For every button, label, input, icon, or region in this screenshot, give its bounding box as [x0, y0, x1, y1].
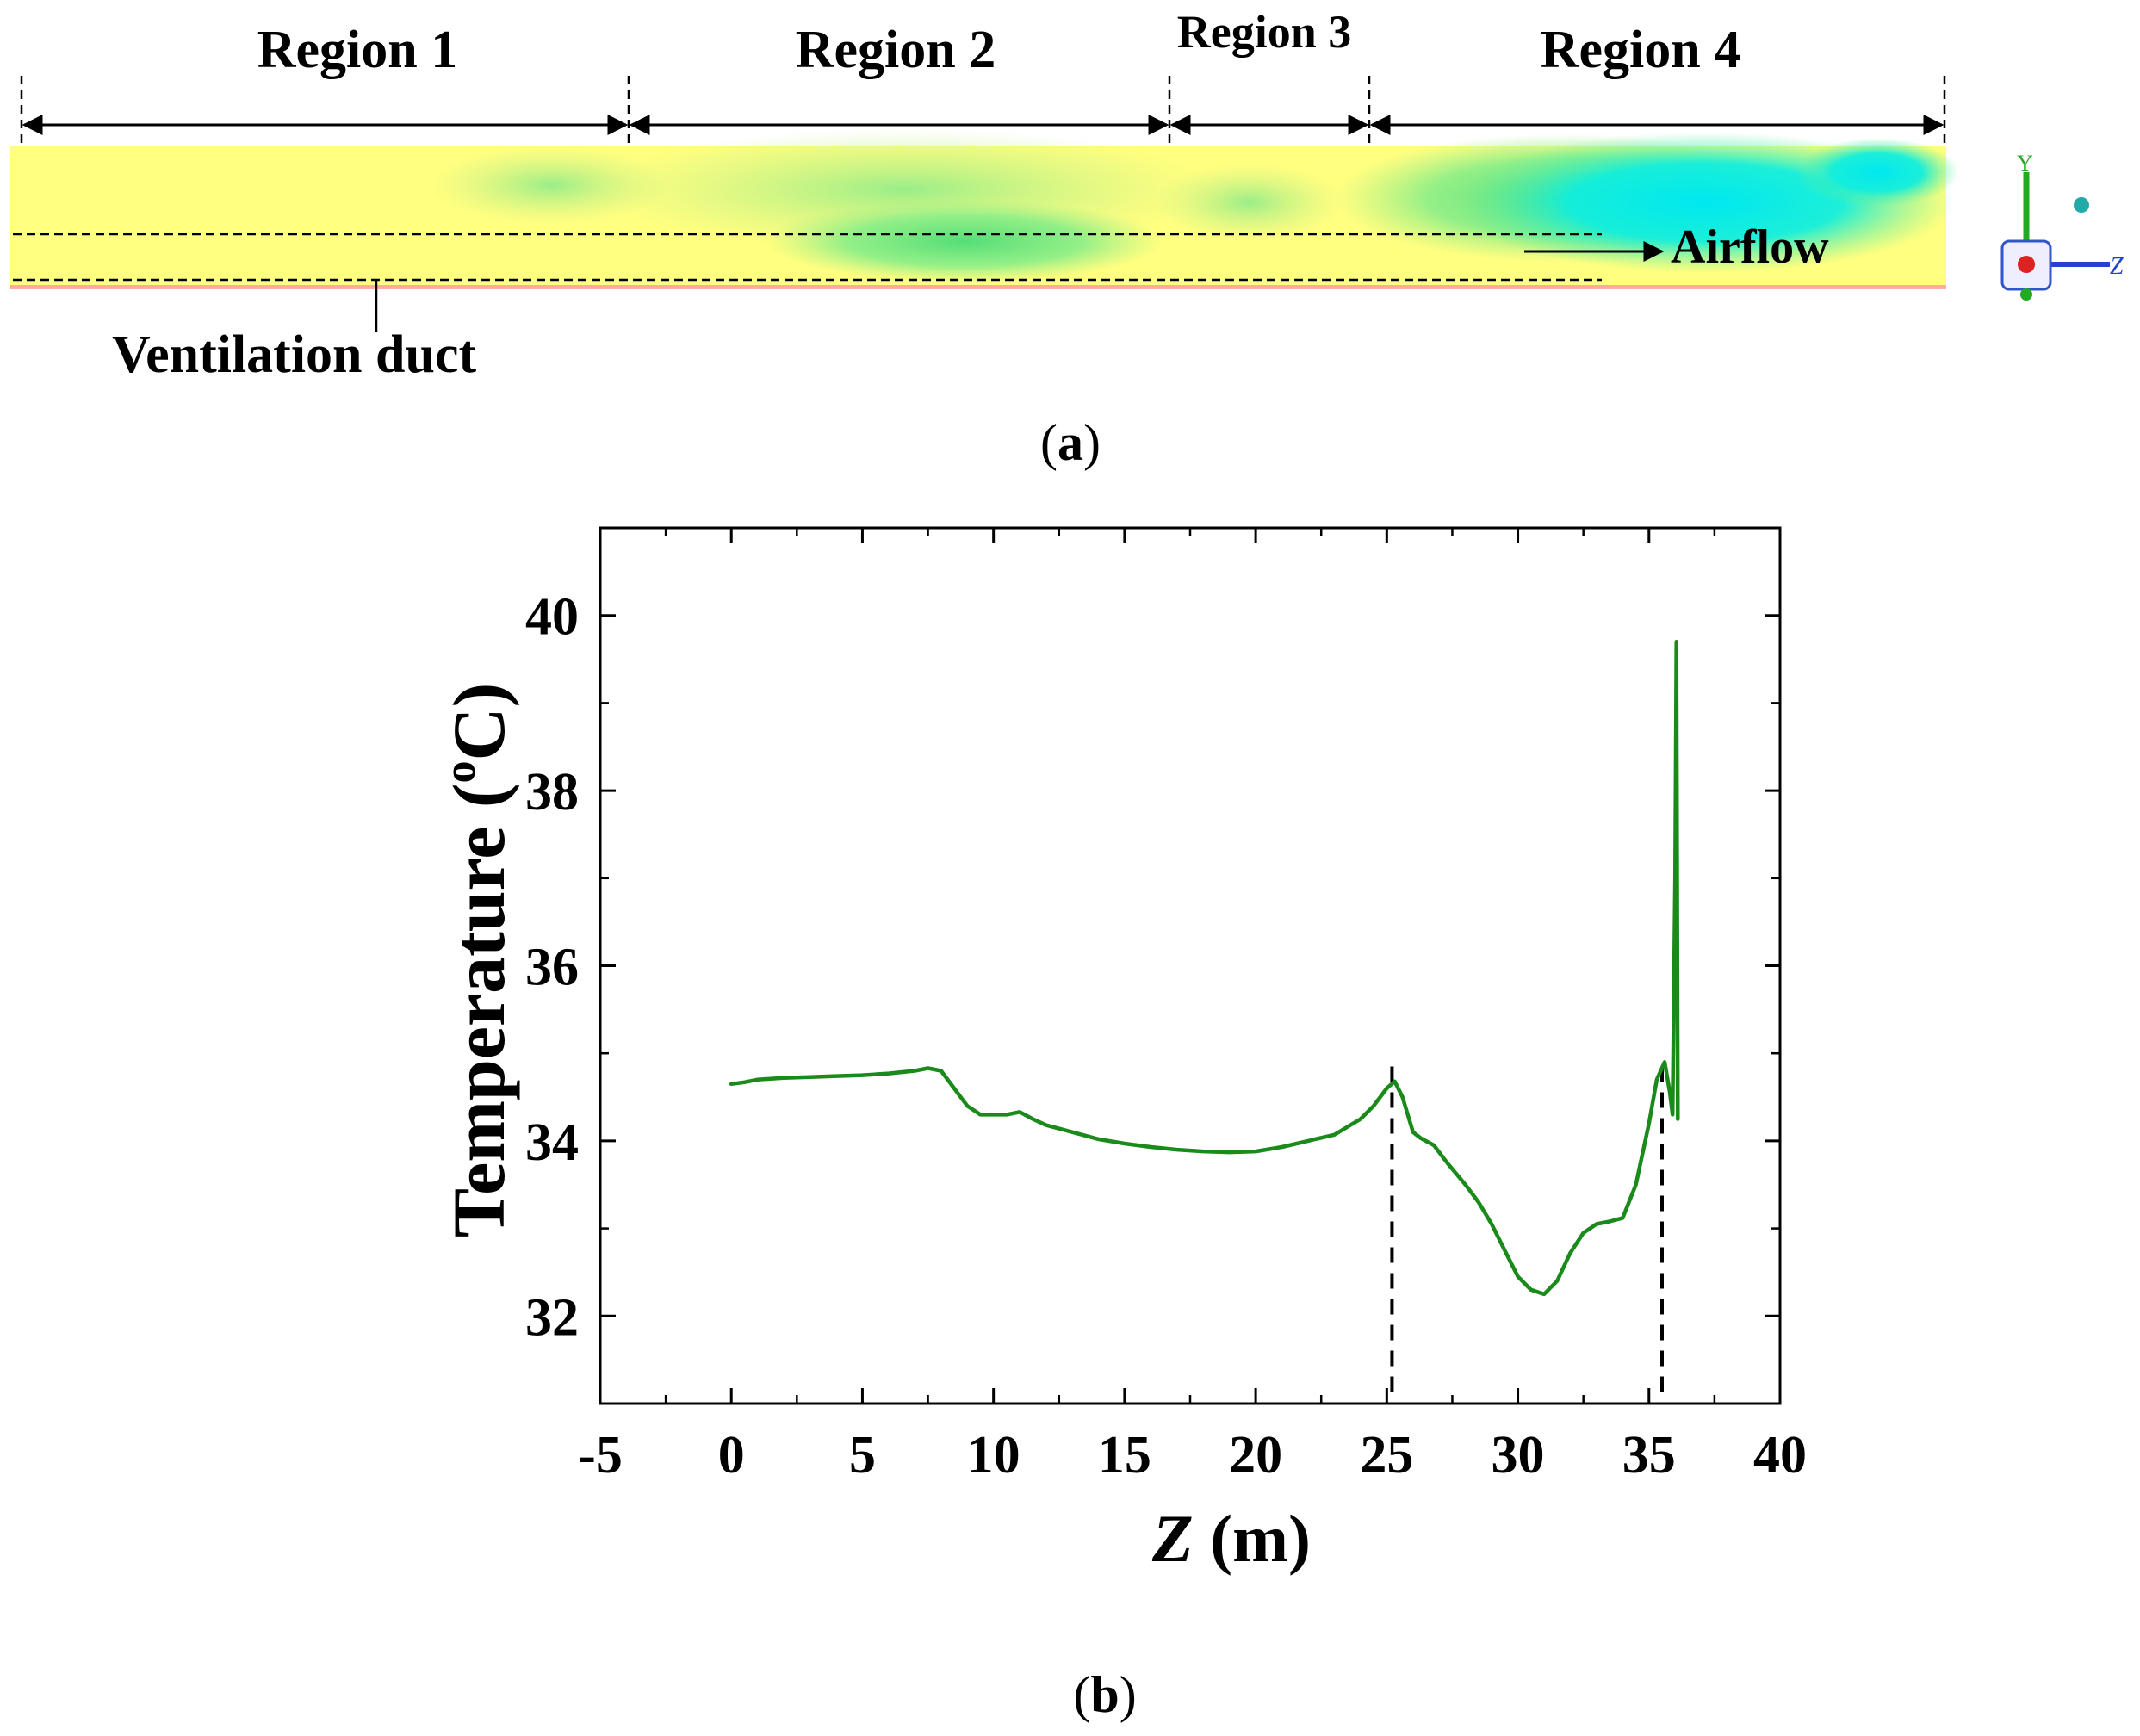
contour-blob-region4-right — [1796, 138, 1959, 207]
y-tick-label: 36 — [525, 939, 579, 997]
x-tick-label: 25 — [1360, 1426, 1413, 1485]
ventilation-duct-lines — [13, 232, 1602, 282]
y-tick-label: 38 — [525, 763, 579, 822]
x-axis-label: Z (m) — [1151, 1501, 1311, 1576]
duct-label: Ventilation duct — [112, 326, 477, 384]
x-tick-label: 40 — [1753, 1426, 1807, 1485]
y-tick-label: 40 — [525, 588, 579, 647]
region-4-label: Region 4 — [1541, 21, 1741, 79]
x-tick-label: 20 — [1229, 1426, 1282, 1485]
temperature-contour — [10, 129, 1959, 289]
contour-blob-region2-core — [766, 200, 1163, 282]
panel-b: -5 0 5 10 15 20 25 30 35 40 32 34 36 38 40 Z (m) Temp… — [436, 526, 1807, 1723]
plot-frame — [599, 526, 1782, 1405]
contour-blob-region3 — [1154, 164, 1343, 241]
y-tick-label: 34 — [525, 1113, 579, 1172]
panel-a: Region 1 Region 2 Region 3 Region 4 — [10, 6, 2124, 471]
x-tick-label: 0 — [718, 1426, 745, 1485]
x-tick-label: 35 — [1622, 1426, 1676, 1485]
panel-a-letter: a — [1058, 414, 1083, 471]
y-axis-label-main: Temperature ( — [437, 783, 520, 1237]
region-2-label: Region 2 — [796, 21, 996, 79]
x-axis-unit: (m) — [1210, 1501, 1311, 1576]
y-axis-label-sup: o — [436, 760, 485, 783]
x-tick-label: 5 — [849, 1426, 876, 1485]
contour-edge-bottom — [10, 285, 1946, 289]
y-axis-ticks: 32 34 36 38 40 — [525, 526, 1780, 1405]
region-boundaries — [20, 76, 1946, 148]
x-tick-label: 10 — [967, 1426, 1020, 1485]
region-divider-lines — [1390, 1066, 1664, 1404]
panel-b-letter: b — [1090, 1666, 1119, 1723]
x-axis-var: Z — [1151, 1501, 1194, 1576]
triad-y-label: Y — [2017, 151, 2033, 176]
x-tick-label: 15 — [1098, 1426, 1151, 1485]
triad-origin-icon — [2018, 256, 2035, 273]
axis-triad: Y Z — [2000, 151, 2124, 301]
panel-a-caption: (a) — [1040, 414, 1101, 471]
panel-b-caption: (b) — [1073, 1666, 1136, 1723]
temperature-series-line — [729, 639, 1680, 1297]
y-axis-label: Temperature (oC) — [436, 683, 520, 1238]
x-tick-label: 30 — [1492, 1426, 1545, 1485]
x-tick-label: -5 — [578, 1426, 623, 1485]
triad-z-label: Z — [2110, 253, 2124, 280]
triad-x-dot-icon — [2074, 197, 2089, 213]
y-axis-label-end: C) — [437, 683, 520, 761]
airflow-label: Airflow — [1671, 220, 1829, 274]
region-1-label: Region 1 — [257, 21, 458, 79]
x-axis-ticks: -5 0 5 10 15 20 25 30 35 40 — [578, 528, 1807, 1485]
triad-green-dot-icon — [2020, 288, 2032, 301]
region-3-label: Region 3 — [1177, 6, 1352, 58]
y-tick-label: 32 — [525, 1288, 579, 1347]
